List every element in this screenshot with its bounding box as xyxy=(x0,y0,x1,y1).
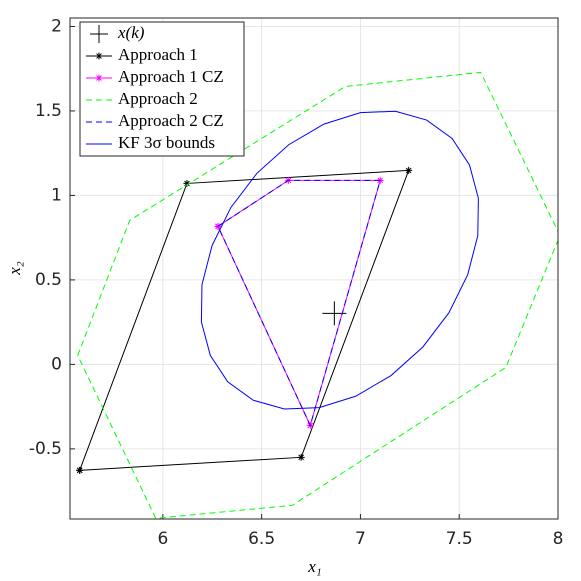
y-axis-label: x₂ xyxy=(5,261,24,276)
legend-label: KF 3σ bounds xyxy=(118,133,215,152)
x-tick-label: 8 xyxy=(553,529,564,549)
marker xyxy=(183,179,191,187)
x-tick-label: 6.5 xyxy=(248,529,275,549)
legend-label: x(k) xyxy=(117,23,145,42)
legend-label: Approach 2 CZ xyxy=(118,111,224,130)
legend-label: Approach 2 xyxy=(118,89,198,108)
y-tick-label: -0.5 xyxy=(29,439,62,459)
legend-box xyxy=(79,21,245,157)
legend-marker xyxy=(95,74,103,82)
legend-label: Approach 1 xyxy=(118,45,198,64)
legend-marker xyxy=(95,52,103,60)
x-tick-label: 6 xyxy=(157,529,168,549)
marker xyxy=(405,166,413,174)
legend-marker xyxy=(90,25,108,43)
x-tick-label: 7 xyxy=(355,529,366,549)
marker xyxy=(76,466,84,474)
marker xyxy=(297,453,305,461)
series-line xyxy=(217,179,381,427)
axes-box xyxy=(69,17,559,520)
y-tick-label: 0.5 xyxy=(35,270,62,290)
y-tick-label: 2 xyxy=(51,16,62,36)
y-tick-label: 0 xyxy=(51,354,62,374)
series-line xyxy=(200,110,479,410)
x-axis-label: x₁ xyxy=(307,557,321,576)
y-tick-label: 1 xyxy=(51,185,62,205)
series-line xyxy=(77,71,558,519)
legend-label: Approach 1 CZ xyxy=(118,67,224,86)
plot-layer xyxy=(76,71,558,519)
y-tick-label: 1.5 xyxy=(35,101,62,121)
x-tick-label: 7.5 xyxy=(446,529,473,549)
